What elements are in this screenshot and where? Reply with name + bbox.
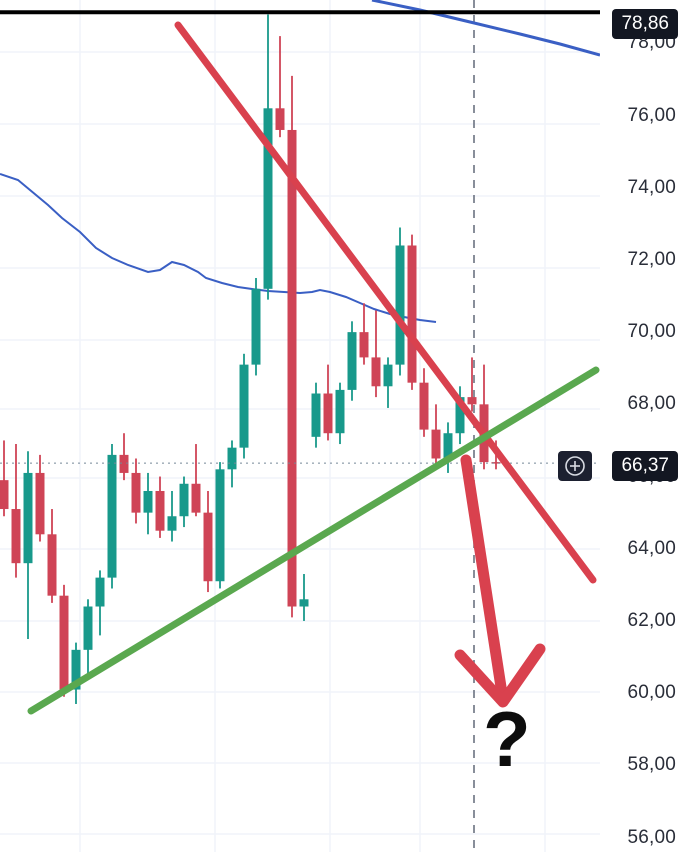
candle-body — [455, 397, 465, 434]
price-tick: 74,00 — [627, 176, 676, 198]
price-tick: 70,00 — [627, 321, 676, 343]
last-price-value: 66,37 — [621, 455, 669, 476]
candle-body — [215, 469, 225, 582]
candle-body — [335, 389, 345, 434]
candle-body — [347, 332, 357, 390]
price-tick: 62,00 — [627, 609, 676, 631]
uptrend-support — [27, 366, 600, 715]
candle-body — [179, 483, 189, 517]
candle-body — [143, 490, 153, 513]
candle-body — [155, 490, 165, 531]
candle-body — [167, 516, 177, 531]
candle-body — [47, 534, 57, 596]
resistance-price-badge: 78,86 — [612, 9, 678, 39]
candle-body — [131, 472, 141, 513]
price-tick: 58,00 — [627, 754, 676, 776]
candle-body — [0, 480, 9, 510]
candle-body — [263, 108, 273, 289]
plus-circle-icon[interactable] — [558, 451, 592, 481]
price-tick: 68,00 — [627, 393, 676, 415]
candle-body — [467, 397, 477, 405]
candle-body — [323, 393, 333, 434]
downtrend-resistance — [174, 21, 597, 584]
candle-body — [431, 429, 441, 459]
candle-body — [107, 454, 117, 578]
candle-body — [59, 595, 69, 690]
price-tick: 60,00 — [627, 682, 676, 704]
horizontal-price-lines — [0, 10, 600, 464]
price-tick: 56,00 — [627, 826, 676, 848]
candle-body — [11, 509, 21, 564]
candle-body — [95, 577, 105, 607]
trendlines — [27, 21, 600, 715]
price-scale-axis[interactable]: 78,0076,0074,0072,0070,0068,0066,0064,00… — [558, 0, 682, 852]
candle-body — [71, 649, 81, 690]
candle-body — [191, 483, 201, 513]
candle-body — [359, 332, 369, 358]
candle-body — [311, 393, 321, 437]
price-tick: 76,00 — [627, 104, 676, 126]
candle-body — [203, 512, 213, 582]
candle-body — [83, 606, 93, 650]
candle-body — [407, 245, 417, 383]
candle-body — [287, 129, 297, 607]
candle-body — [275, 108, 285, 130]
chart-canvas — [0, 0, 600, 852]
candle-body — [419, 382, 429, 430]
candle-body — [383, 364, 393, 387]
candle-body — [35, 472, 45, 535]
candle-body — [395, 245, 405, 365]
candle-body — [491, 462, 501, 464]
ma-slow-descending — [371, 0, 600, 57]
candle-body — [239, 364, 249, 448]
price-tick: 72,00 — [627, 248, 676, 270]
candle-body — [251, 288, 261, 365]
candle-body — [299, 599, 309, 607]
question-mark-annotation: ? — [483, 695, 531, 783]
down-arrow-annotation — [454, 454, 546, 708]
candle-body — [371, 357, 381, 387]
chart-plot-area[interactable]: ? — [0, 0, 600, 852]
ma-fast — [0, 173, 437, 323]
candle-body — [23, 472, 33, 564]
candle-body — [443, 433, 453, 459]
price-tick: 64,00 — [627, 537, 676, 559]
candle-body — [119, 454, 129, 473]
resistance-price-value: 78,86 — [621, 13, 669, 34]
moving-average-lines — [0, 0, 600, 323]
candle-body — [227, 447, 237, 470]
last-price-badge[interactable]: 66,37 — [612, 451, 678, 481]
